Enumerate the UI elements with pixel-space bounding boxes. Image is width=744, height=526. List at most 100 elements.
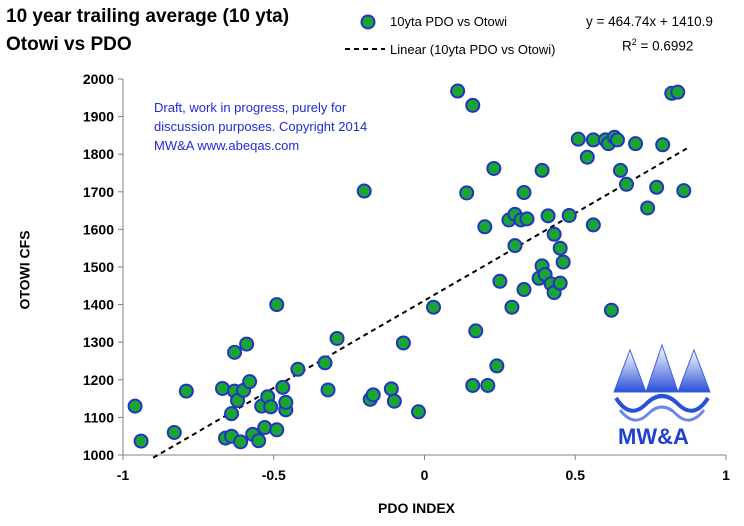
- data-point: [670, 84, 686, 100]
- data-point: [507, 238, 523, 254]
- data-point: [275, 379, 291, 395]
- data-point: [269, 422, 285, 438]
- data-point: [459, 185, 475, 201]
- data-point: [676, 183, 692, 199]
- y-tick-label: 1900: [83, 109, 114, 125]
- x-axis-title: PDO INDEX: [378, 500, 456, 516]
- y-tick-label: 1500: [83, 259, 114, 275]
- data-point: [561, 207, 577, 223]
- y-tick-label: 1100: [84, 409, 115, 425]
- data-point: [555, 254, 571, 270]
- data-point: [489, 358, 505, 374]
- r-squared: R2 = 0.6992: [622, 37, 693, 54]
- data-point: [486, 160, 502, 176]
- data-point: [257, 420, 273, 436]
- data-point: [290, 361, 306, 377]
- data-point: [516, 282, 532, 298]
- data-point: [649, 179, 665, 195]
- data-point: [278, 394, 294, 410]
- data-point: [320, 382, 336, 398]
- legend-label-points: 10yta PDO vs Otowi: [390, 14, 508, 29]
- data-point: [426, 299, 442, 315]
- data-point: [655, 137, 671, 153]
- data-point: [619, 176, 635, 192]
- data-point: [628, 136, 644, 152]
- logo-wave-2: [618, 405, 706, 422]
- data-point: [579, 149, 595, 165]
- data-point: [612, 162, 628, 178]
- logo-text: MW&A: [618, 424, 689, 449]
- logo-sail-1: [613, 348, 647, 393]
- data-point: [239, 336, 255, 352]
- data-point: [609, 132, 625, 148]
- y-tick-label: 1400: [83, 297, 114, 313]
- legend-marker-points: [360, 14, 376, 30]
- data-point: [395, 335, 411, 351]
- data-point: [227, 344, 243, 360]
- r-squared-label: R: [622, 38, 632, 54]
- logo-sail-2: [645, 343, 679, 393]
- logo-wave-1: [614, 394, 710, 413]
- y-tick-label: 2000: [83, 71, 114, 87]
- y-tick-label: 1600: [83, 221, 114, 237]
- data-point: [233, 434, 249, 450]
- chart-axes: 1000 1100 1200 1300 1400 1500 1600 1700 1800 1900…: [83, 71, 730, 483]
- x-tick-label: -1: [117, 467, 130, 483]
- data-point: [534, 162, 550, 178]
- y-tick-label: 1200: [83, 372, 114, 388]
- data-point: [603, 302, 619, 318]
- y-tick-label: 1000: [83, 447, 114, 463]
- data-point: [552, 275, 568, 291]
- data-point: [519, 211, 535, 227]
- trend-equation: y = 464.74x + 1410.9: [586, 14, 713, 29]
- data-point: [224, 406, 240, 422]
- data-point: [214, 380, 230, 396]
- data-point: [127, 398, 143, 414]
- data-point: [585, 132, 601, 148]
- mwa-logo: [610, 342, 712, 452]
- x-tick-label: 0.5: [566, 467, 586, 483]
- x-tick-label: 0: [421, 467, 429, 483]
- data-point: [465, 377, 481, 393]
- draft-notice: Draft, work in progress, purely for disc…: [154, 100, 368, 153]
- data-point: [242, 374, 258, 390]
- data-point: [504, 299, 520, 315]
- data-point: [450, 83, 466, 99]
- data-point: [133, 433, 149, 449]
- data-point: [178, 383, 194, 399]
- r-squared-value: = 0.6992: [636, 38, 694, 54]
- data-point: [640, 200, 656, 216]
- data-point: [251, 433, 267, 449]
- data-point: [516, 185, 532, 201]
- data-point: [269, 297, 285, 313]
- logo-sail-3: [677, 348, 711, 393]
- y-tick-label: 1700: [83, 184, 114, 200]
- y-tick-label: 1800: [83, 146, 114, 162]
- chart-title-line-2: Otowi vs PDO: [6, 34, 132, 55]
- data-point: [468, 323, 484, 339]
- data-point: [480, 377, 496, 393]
- legend-marks: [345, 14, 385, 50]
- data-point: [465, 97, 481, 113]
- data-point: [540, 208, 556, 224]
- r-squared-exponent: 2: [631, 37, 637, 47]
- data-point: [585, 217, 601, 233]
- data-point: [477, 219, 493, 235]
- data-point: [410, 404, 426, 420]
- data-point: [317, 355, 333, 371]
- data-point: [570, 131, 586, 147]
- y-tick-label: 1300: [83, 334, 114, 350]
- chart-title-line-1: 10 year trailing average (10 yta): [6, 6, 290, 27]
- data-point: [546, 226, 562, 242]
- data-point: [386, 393, 402, 409]
- legend-label-linear: Linear (10yta PDO vs Otowi): [390, 42, 556, 57]
- data-point: [263, 399, 279, 415]
- data-points-layer: [127, 83, 692, 450]
- data-point: [356, 183, 372, 199]
- data-point: [166, 424, 182, 440]
- x-tick-label: -0.5: [262, 467, 286, 483]
- data-point: [552, 240, 568, 256]
- data-point: [329, 330, 345, 346]
- y-axis-title: OTOWI CFS: [16, 230, 33, 310]
